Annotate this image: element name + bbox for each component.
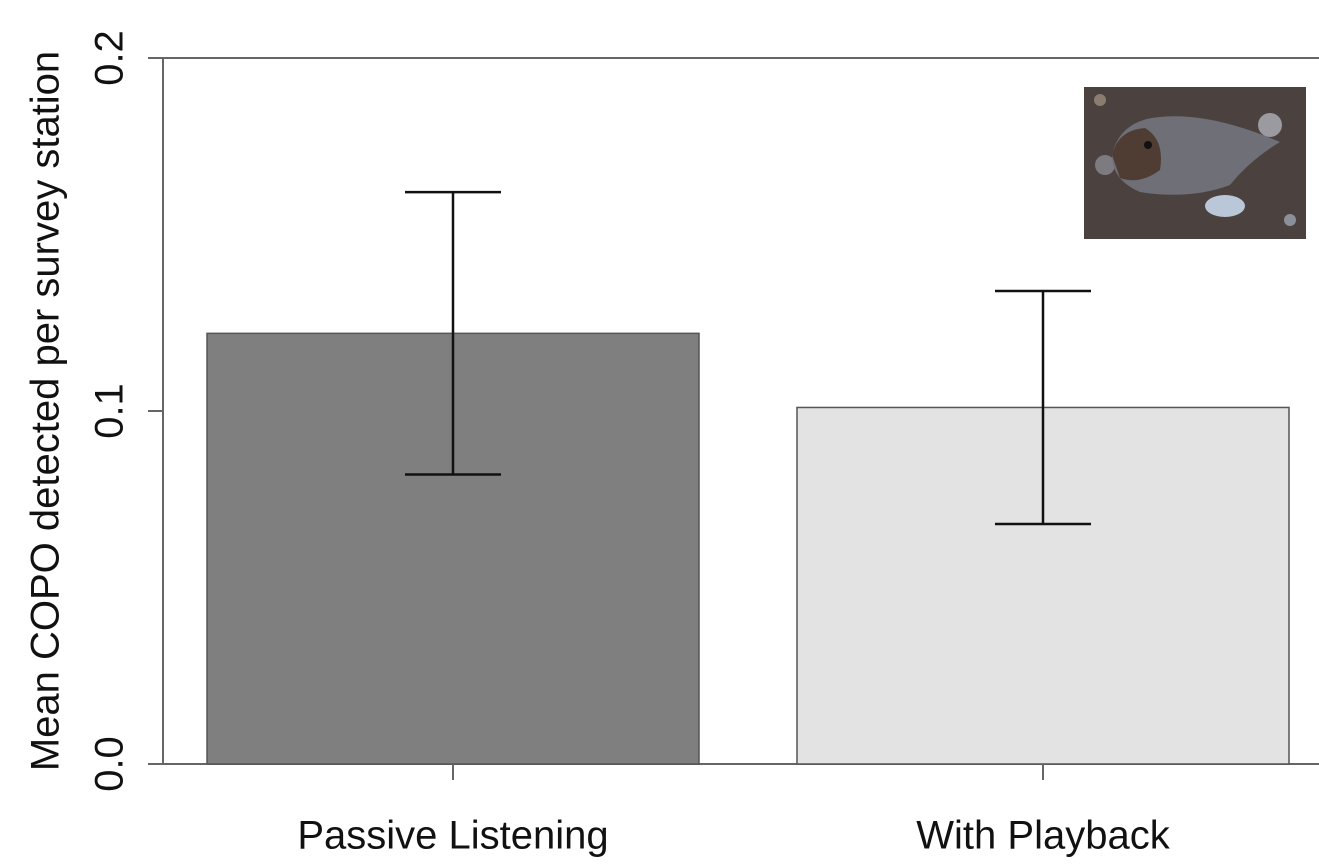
x-tick-label: Passive Listening xyxy=(297,814,608,858)
y-tick-label: 0.2 xyxy=(88,30,132,86)
y-tick-label: 0.1 xyxy=(88,383,132,439)
inset-photo xyxy=(1084,87,1306,239)
y-tick-label: 0.0 xyxy=(88,736,132,792)
y-axis-label: Mean COPO detected per survey station xyxy=(24,51,68,771)
x-tick-label: With Playback xyxy=(916,814,1170,858)
error-bar xyxy=(405,190,501,476)
error-bar xyxy=(995,289,1091,526)
